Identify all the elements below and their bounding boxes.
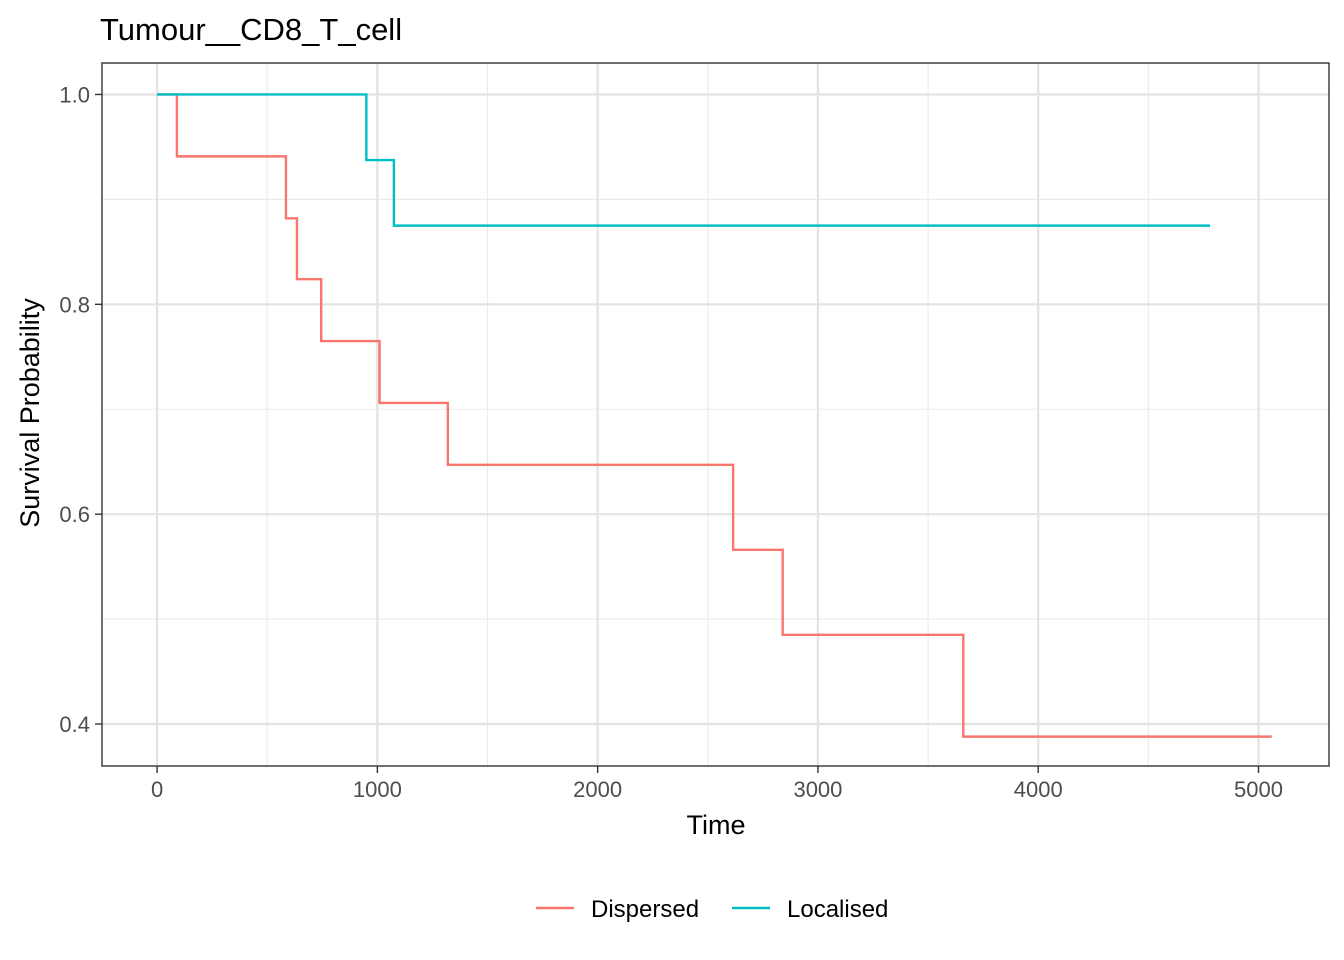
legend: Dispersed Localised <box>536 896 888 923</box>
legend-label-dispersed: Dispersed <box>591 896 699 923</box>
y-tick-label: 1.0 <box>59 82 90 107</box>
series-line-localised <box>157 93 1211 227</box>
x-tick-label: 4000 <box>1014 777 1063 802</box>
chart-title: Tumour__CD8_T_cell <box>100 12 402 47</box>
series-line-dispersed <box>157 93 1272 738</box>
y-axis: 0.4 0.6 0.8 1.0 <box>59 82 102 737</box>
x-axis-title: Time <box>687 810 746 840</box>
y-tick-label: 0.4 <box>59 712 90 737</box>
minor-gridlines <box>102 63 1329 766</box>
major-gridlines <box>102 63 1329 766</box>
x-tick-label: 5000 <box>1234 777 1283 802</box>
y-tick-label: 0.6 <box>59 502 90 527</box>
x-tick-label: 1000 <box>353 777 402 802</box>
y-tick-label: 0.8 <box>59 292 90 317</box>
series-layer <box>157 93 1272 738</box>
y-axis-title: Survival Probability <box>15 298 45 528</box>
x-tick-label: 0 <box>151 777 163 802</box>
x-tick-label: 2000 <box>573 777 622 802</box>
panel-border <box>101 62 1330 767</box>
legend-label-localised: Localised <box>787 896 888 923</box>
x-axis: 0 1000 2000 3000 4000 5000 <box>151 766 1283 802</box>
x-tick-label: 3000 <box>793 777 842 802</box>
